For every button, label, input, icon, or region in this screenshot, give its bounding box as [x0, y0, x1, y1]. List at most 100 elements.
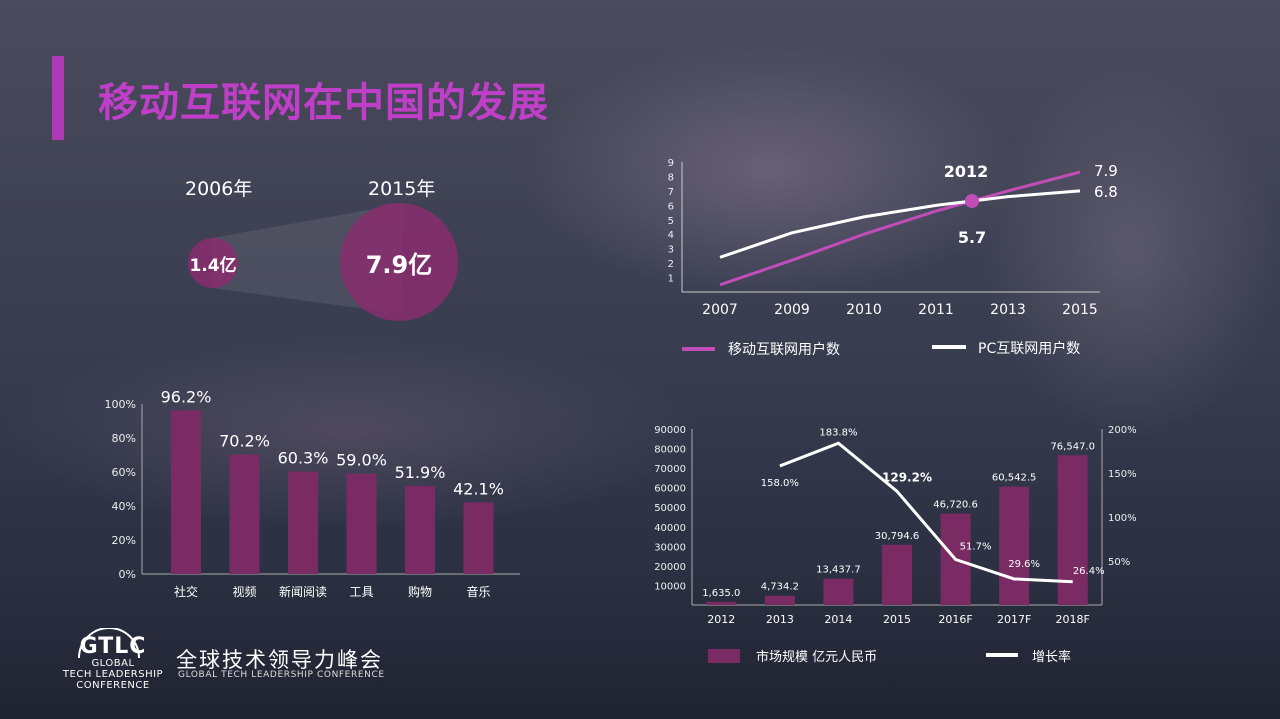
logo-line2: TECH LEADERSHIP — [62, 669, 164, 680]
growth-value-label: 129.2% — [882, 470, 932, 484]
y-tick-label: 20% — [112, 534, 136, 547]
x-tick-label: 音乐 — [466, 584, 490, 599]
bar-value-label: 46,720.6 — [933, 500, 978, 511]
bubble-2015: 7.9亿 — [340, 203, 458, 321]
bar — [171, 410, 201, 574]
bar-value-label: 60,542.5 — [992, 473, 1037, 484]
bar-value-label: 13,437.7 — [816, 565, 861, 576]
bar — [405, 485, 435, 574]
logo-arc — [78, 628, 140, 658]
bar — [999, 486, 1030, 605]
y-tick-label: 1 — [668, 274, 674, 285]
year-label-2006: 2006年 — [185, 178, 253, 200]
bar — [882, 544, 912, 605]
legend-label-mobile: 移动互联网用户数 — [728, 341, 840, 358]
x-tick-label: 社交 — [174, 584, 198, 599]
x-tick-label: 2012 — [707, 613, 735, 626]
y-left-tick-label: 40000 — [654, 523, 686, 534]
growth-value-label: 29.6% — [1008, 559, 1040, 570]
y-left-tick-label: 70000 — [654, 464, 686, 475]
app-category-bar-chart: 0% 20% 40% 60% 80% 100% 96.2% 社交 70.2% 视频 60.3% 新闻阅… — [105, 387, 520, 599]
bar — [764, 595, 795, 605]
y-tick-label: 40% — [112, 500, 136, 513]
x-tick-label: 2013 — [990, 302, 1026, 318]
y-right-tick-label: 50% — [1108, 557, 1130, 568]
year-label-2015: 2015年 — [368, 178, 436, 200]
bar — [346, 473, 377, 574]
bar-value-label: 96.2% — [161, 387, 212, 406]
bar — [823, 578, 854, 605]
legend-label-growth: 增长率 — [1032, 649, 1071, 665]
x-tick-label: 2015 — [1062, 302, 1098, 318]
growth-line — [779, 441, 1073, 584]
x-tick-label: 2007 — [702, 302, 738, 318]
y-tick-label: 4 — [668, 230, 674, 241]
bar-value-label: 60.3% — [278, 448, 329, 467]
bar-value-label: 59.0% — [336, 451, 387, 470]
bubble-2006: 1.4亿 — [188, 238, 238, 288]
x-tick-label: 购物 — [408, 584, 432, 599]
y-left-tick-label: 90000 — [654, 425, 686, 436]
y-left-tick-label: 30000 — [654, 542, 686, 553]
x-tick-label: 2018F — [1056, 613, 1090, 626]
market-size-combo-chart: 10000 20000 30000 40000 50000 60000 70000 80000… — [654, 425, 1137, 665]
background-glow — [520, 40, 1020, 300]
bubble-value-2006: 1.4亿 — [189, 255, 237, 276]
title-accent-bar — [52, 56, 64, 140]
legend-label-pc: PC互联网用户数 — [978, 340, 1080, 357]
logo-line3: CONFERENCE — [76, 680, 150, 691]
x-tick-label: 2014 — [824, 613, 852, 626]
growth-value-label: 158.0% — [761, 478, 799, 489]
y-tick-label: 3 — [668, 245, 674, 256]
y-tick-label: 8 — [668, 172, 674, 183]
bar-value-label: 42.1% — [453, 479, 504, 498]
end-label-mobile: 7.9 — [1094, 162, 1118, 180]
y-tick-label: 80% — [112, 432, 136, 445]
cross-year-label: 2012 — [944, 162, 989, 181]
y-tick-label: 5 — [668, 216, 674, 227]
bar — [288, 471, 318, 574]
y-tick-label: 9 — [668, 158, 674, 169]
y-tick-label: 2 — [668, 259, 674, 270]
cross-value-label: 5.7 — [958, 228, 986, 247]
legend-label-market: 市场规模 亿元人民币 — [756, 649, 877, 665]
growth-value-label: 26.4% — [1073, 566, 1105, 577]
background-glow — [980, 60, 1280, 440]
bar — [706, 601, 737, 605]
x-tick-label: 2011 — [918, 302, 954, 318]
y-right-tick-label: 100% — [1108, 513, 1137, 524]
bar-value-label: 4,734.2 — [761, 582, 799, 593]
growth-value-label: 51.7% — [960, 542, 992, 553]
bar-value-label: 76,547.0 — [1050, 441, 1095, 452]
y-left-tick-label: 50000 — [654, 503, 686, 514]
user-line-chart: 1 2 3 4 5 6 7 8 9 2007 2009 2010 2011 2013 2015 2012 5.7… — [668, 158, 1118, 358]
x-tick-label: 2013 — [766, 613, 794, 626]
y-left-tick-label: 10000 — [654, 581, 686, 592]
series-line — [719, 189, 1081, 259]
bar-value-label: 51.9% — [395, 463, 446, 482]
conference-name-cn: 全球技术领导力峰会 — [176, 648, 383, 672]
bar — [229, 454, 260, 574]
logo-line1: GLOBAL — [91, 658, 135, 669]
x-tick-label: 工具 — [349, 585, 373, 599]
y-left-tick-label: 60000 — [654, 484, 686, 495]
conference-name-en: GLOBAL TECH LEADERSHIP CONFERENCE — [178, 670, 385, 680]
y-tick-label: 6 — [668, 201, 674, 212]
page-title: 移动互联网在中国的发展 — [98, 80, 549, 126]
logo-main: GTLC — [79, 634, 147, 659]
y-tick-label: 0% — [119, 568, 136, 581]
bubble-value-2015: 7.9亿 — [365, 250, 433, 279]
crossing-marker — [965, 194, 979, 208]
y-left-tick-label: 80000 — [654, 445, 686, 456]
bar — [463, 502, 494, 574]
bar-value-label: 30,794.6 — [875, 531, 920, 542]
x-tick-label: 视频 — [232, 584, 256, 599]
bar-value-label: 1,635.0 — [702, 588, 740, 599]
x-tick-label: 2017F — [997, 613, 1031, 626]
gtlc-logo: GTLC GLOBAL TECH LEADERSHIP CONFERENCE — [58, 628, 168, 692]
x-tick-label: 2015 — [883, 613, 911, 626]
x-tick-label: 2009 — [774, 302, 810, 318]
y-right-tick-label: 200% — [1108, 425, 1137, 436]
y-left-tick-label: 20000 — [654, 562, 686, 573]
x-tick-label: 新闻阅读 — [279, 584, 327, 599]
